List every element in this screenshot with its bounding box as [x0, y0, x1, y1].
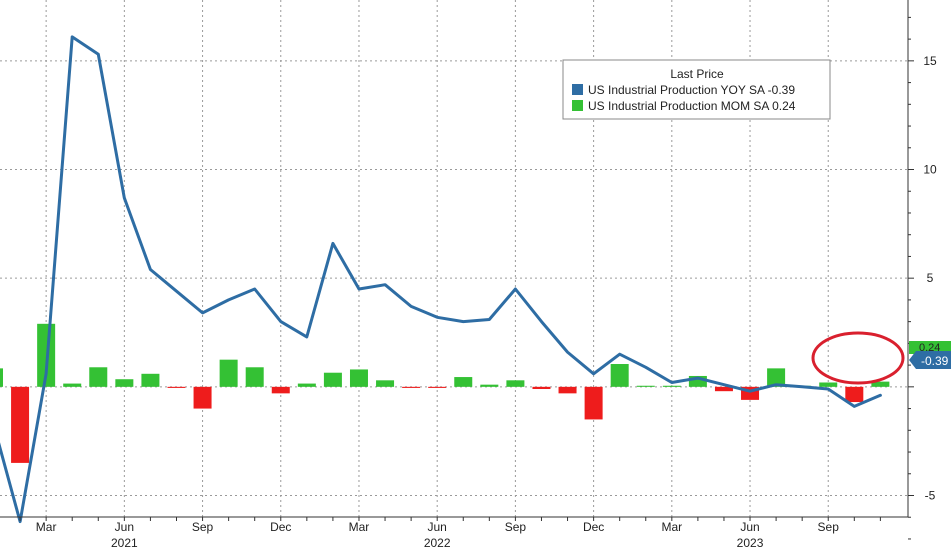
mom-bar [767, 368, 786, 387]
mom-bar [871, 381, 890, 387]
yoy-series-line [0, 35, 882, 524]
y-tick-label: 15 [923, 54, 937, 68]
x-month-label: Jun [428, 520, 447, 534]
mom-bar [63, 383, 82, 387]
x-month-label: Sep [818, 520, 840, 534]
x-month-label: Sep [192, 520, 214, 534]
axes [0, 0, 914, 540]
x-year-label: 2022 [424, 536, 451, 550]
mom-bar [193, 386, 212, 409]
mom-bar [584, 386, 603, 420]
mom-bar [506, 380, 525, 387]
yoy-last-value-tag [909, 351, 951, 369]
x-year-label: 2021 [111, 536, 138, 550]
mom-bar [610, 364, 629, 387]
legend-box [562, 59, 831, 120]
yoy-last-value-label: -0.39 [921, 354, 949, 368]
mom-bar [349, 369, 368, 387]
x-month-label: Sep [505, 520, 527, 534]
mom-bar [0, 368, 3, 387]
x-month-label: Jun [740, 520, 759, 534]
mom-bar [636, 385, 655, 387]
mom-bar [115, 379, 134, 387]
legend-swatch-yoy [572, 84, 583, 95]
x-month-label: Mar [349, 520, 370, 534]
mom-bars [0, 323, 890, 463]
legend: Last Price US Industrial Production YOY … [562, 59, 831, 120]
mom-bar [297, 383, 316, 387]
mom-bar [819, 382, 838, 387]
y-tick-label: 10 [923, 163, 937, 177]
highlight-circle [811, 331, 905, 385]
mom-bar [428, 386, 447, 388]
mom-bar [662, 385, 681, 387]
mom-bar [402, 386, 421, 388]
mom-bar [89, 367, 108, 387]
tick-labels: 15 10 5 -5 Mar Jun Sep Dec Mar Jun Sep Dec Mar Jun Sep… [36, 54, 937, 550]
x-month-label: Dec [270, 520, 291, 534]
mom-bar [688, 375, 707, 387]
y-tick-label: -5 [925, 488, 936, 502]
mom-bar [167, 386, 186, 388]
legend-swatch-mom [572, 100, 583, 111]
legend-title: Last Price [670, 67, 724, 81]
mom-last-value-tag [909, 341, 951, 354]
x-month-label: Dec [583, 520, 604, 534]
mom-bar [376, 380, 395, 387]
x-month-label: Jun [115, 520, 134, 534]
mom-bar [271, 386, 290, 394]
legend-entry-mom: US Industrial Production MOM SA 0.24 [588, 99, 796, 113]
mom-bar [480, 384, 499, 387]
mom-bar [845, 386, 864, 403]
mom-bar [245, 367, 264, 387]
x-year-label: 2023 [737, 536, 764, 550]
mom-bar [11, 386, 30, 463]
mom-bar [714, 386, 733, 392]
mom-bar [219, 359, 238, 387]
y-tick-label: 5 [927, 271, 934, 285]
mom-bar [532, 386, 551, 390]
mom-bar [558, 386, 577, 394]
x-month-label: Mar [36, 520, 57, 534]
mom-bar [141, 373, 160, 387]
last-value-tags: 0.24 -0.39 [909, 341, 951, 369]
mom-bar [323, 372, 342, 387]
mom-bar [454, 377, 473, 387]
legend-entry-yoy: US Industrial Production YOY SA -0.39 [588, 83, 795, 97]
x-month-label: Mar [661, 520, 682, 534]
